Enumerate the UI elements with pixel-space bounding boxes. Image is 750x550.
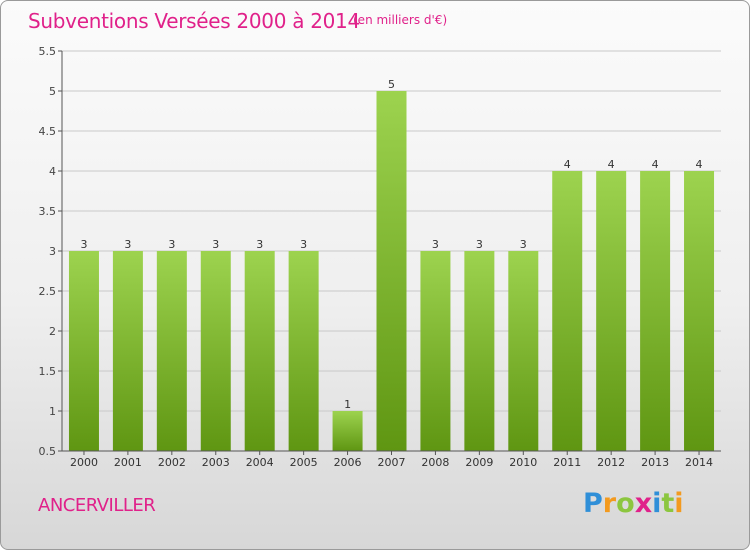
chart-title: Subventions Versées 2000 à 2014 — [28, 9, 360, 33]
proxiti-logo: Proxiti — [583, 488, 684, 519]
x-tick-label: 2014 — [685, 456, 713, 469]
bar — [332, 411, 363, 451]
logo-letter: P — [583, 488, 603, 519]
bar — [684, 171, 715, 451]
x-tick-label: 2007 — [378, 456, 406, 469]
x-tick-label: 2003 — [202, 456, 230, 469]
unit-note: (en milliers d'€) — [353, 13, 448, 27]
x-tick-label: 2012 — [597, 456, 625, 469]
data-label: 4 — [696, 158, 703, 171]
x-tick-label: 2009 — [465, 456, 493, 469]
y-tick-label: 3.5 — [39, 205, 57, 218]
bar — [464, 251, 495, 451]
bar — [552, 171, 583, 451]
logo-letter: t — [661, 488, 675, 519]
x-tick-label: 2010 — [509, 456, 537, 469]
x-tick-label: 2011 — [553, 456, 581, 469]
logo-letter: i — [652, 488, 662, 519]
y-tick-label: 4.5 — [39, 125, 57, 138]
labels: 0.5 1 1.5 2 2.5 3 3.5 4 4.5 5 5.5 3 2000 3 2001 3 2002 3 2… — [39, 45, 714, 469]
data-label: 4 — [608, 158, 615, 171]
axes — [58, 50, 721, 455]
bar — [244, 251, 275, 451]
x-tick-label: 2002 — [158, 456, 186, 469]
commune-name: ANCERVILLER — [38, 495, 156, 516]
logo-letter: x — [634, 488, 653, 519]
data-label: 3 — [476, 238, 483, 251]
bar — [288, 251, 319, 451]
bar — [156, 251, 187, 451]
x-tick-label: 2001 — [114, 456, 142, 469]
data-label: 4 — [652, 158, 659, 171]
bars — [68, 91, 715, 451]
bar — [112, 251, 143, 451]
x-tick-label: 2008 — [421, 456, 449, 469]
data-label: 3 — [212, 238, 219, 251]
y-tick-label: 5.5 — [39, 45, 57, 58]
data-label: 3 — [168, 238, 175, 251]
logo-letter: o — [616, 488, 635, 519]
data-label: 3 — [124, 238, 131, 251]
y-tick-label: 1 — [49, 405, 56, 418]
data-label: 3 — [520, 238, 527, 251]
data-label: 4 — [564, 158, 571, 171]
data-label: 3 — [80, 238, 87, 251]
data-label: 3 — [300, 238, 307, 251]
data-label: 5 — [388, 78, 395, 91]
y-tick-label: 2.5 — [39, 285, 57, 298]
bar — [68, 251, 99, 451]
x-tick-label: 2000 — [70, 456, 98, 469]
y-tick-label: 2 — [49, 325, 56, 338]
x-tick-label: 2013 — [641, 456, 669, 469]
data-label: 1 — [344, 398, 351, 411]
data-label: 3 — [256, 238, 263, 251]
bar — [200, 251, 231, 451]
bar — [508, 251, 539, 451]
y-tick-label: 3 — [49, 245, 56, 258]
x-tick-label: 2005 — [290, 456, 318, 469]
bar — [420, 251, 451, 451]
data-label: 3 — [432, 238, 439, 251]
bar — [596, 171, 627, 451]
logo-letter: i — [674, 488, 684, 519]
bar — [640, 171, 671, 451]
logo-letter: r — [602, 488, 617, 519]
bar — [376, 91, 407, 451]
y-tick-label: 4 — [49, 165, 56, 178]
y-tick-label: 0.5 — [39, 445, 57, 458]
x-tick-label: 2004 — [246, 456, 274, 469]
y-tick-label: 5 — [49, 85, 56, 98]
y-tick-label: 1.5 — [39, 365, 57, 378]
x-tick-label: 2006 — [334, 456, 362, 469]
